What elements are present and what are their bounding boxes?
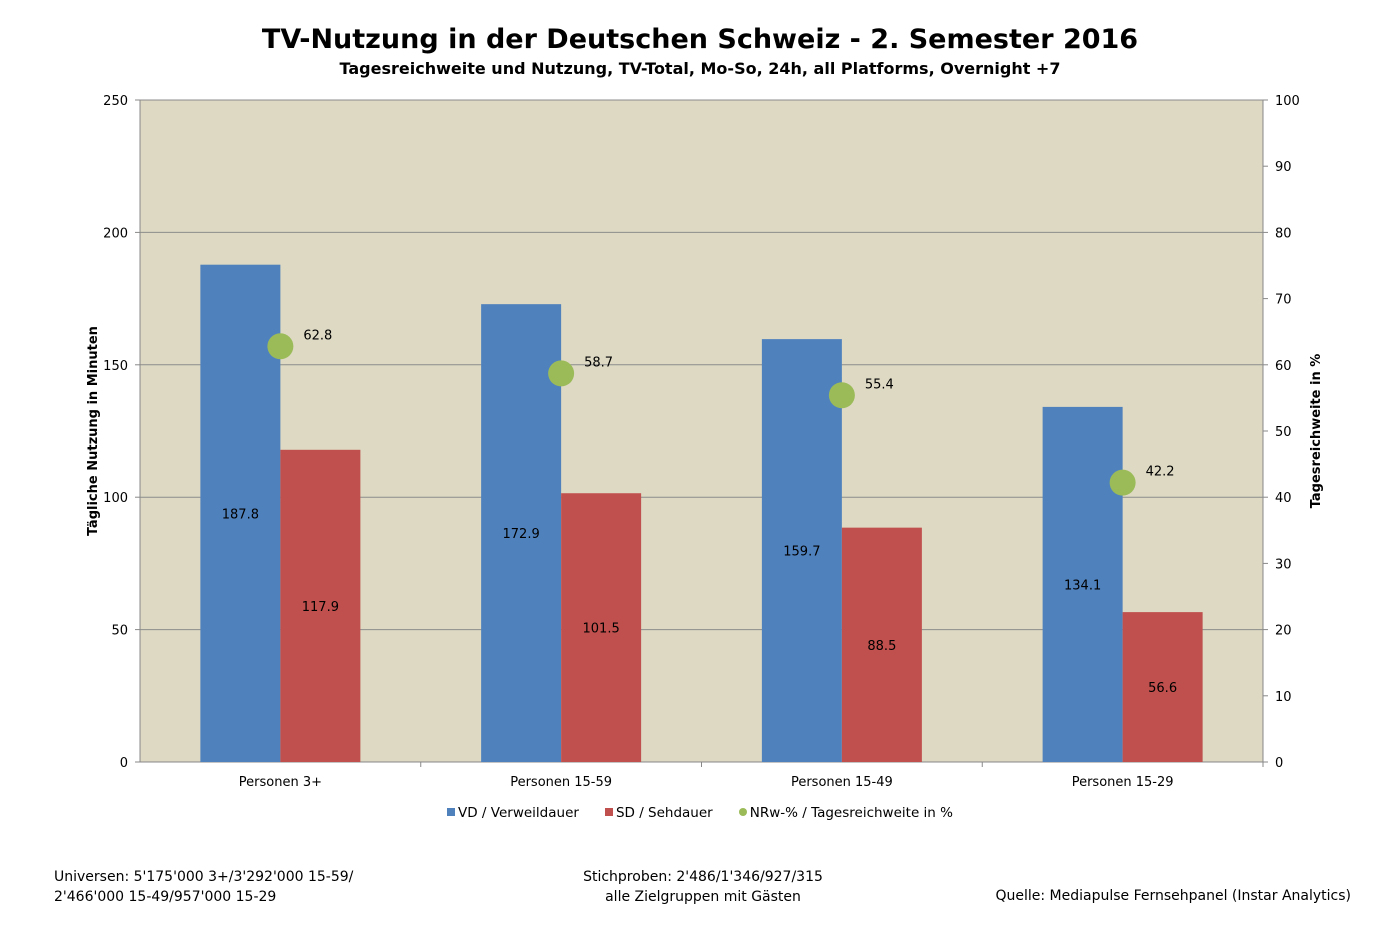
footer-samples: Stichproben: 2'486/1'346/927/315 alle Zi… (553, 867, 853, 907)
bar-sd (1122, 612, 1203, 762)
y2-tick-label: 70 (1275, 293, 1292, 308)
bar-vd (1042, 406, 1123, 762)
point-nrw (1109, 469, 1136, 496)
y-tick-label: 200 (103, 226, 128, 241)
point-nrw (828, 382, 855, 409)
data-label: 55.4 (865, 377, 894, 392)
legend-item-sd: SD / Sehdauer (604, 805, 713, 821)
data-label: 88.5 (867, 639, 896, 654)
samples-line2: alle Zielgruppen mit Gästen (605, 889, 801, 905)
y-tick-label: 250 (103, 94, 128, 109)
data-label: 187.8 (222, 507, 259, 522)
legend-swatch-green (738, 808, 747, 816)
data-label: 101.5 (583, 622, 620, 637)
bar-vd (200, 264, 281, 762)
y2-tick-label: 80 (1275, 226, 1292, 241)
y2-tick-label: 50 (1275, 425, 1292, 440)
footer-source: Quelle: Mediapulse Fernsehpanel (Instar … (995, 888, 1351, 904)
bar-sd (841, 527, 922, 762)
point-nrw (267, 333, 294, 360)
bar-sd (280, 449, 361, 762)
point-nrw (548, 360, 575, 387)
y-tick-label: 50 (111, 624, 128, 639)
y-tick-label: 0 (120, 756, 128, 771)
y-tick-label: 100 (103, 491, 128, 506)
y2-tick-label: 100 (1275, 94, 1300, 109)
legend: VD / Verweildauer SD / Sehdauer NRw-% / … (0, 805, 1400, 821)
legend-swatch-red (604, 808, 613, 816)
x-tick-label: Personen 15-59 (510, 775, 612, 790)
bar-vd (481, 304, 562, 762)
x-tick-label: Personen 15-29 (1072, 775, 1174, 790)
data-label: 172.9 (503, 527, 540, 542)
legend-label: NRw-% / Tagesreichweite in % (749, 805, 953, 821)
data-label: 134.1 (1064, 578, 1101, 593)
data-label: 56.6 (1148, 681, 1177, 696)
y2-tick-label: 60 (1275, 359, 1292, 374)
universes-line1: Universen: 5'175'000 3+/3'292'000 15-59/ (54, 869, 354, 885)
footer-universes: Universen: 5'175'000 3+/3'292'000 15-59/… (54, 867, 353, 907)
y2-tick-label: 90 (1275, 160, 1292, 175)
y2-tick-label: 0 (1275, 756, 1283, 771)
legend-swatch-blue (447, 808, 456, 816)
data-label: 58.7 (584, 355, 613, 370)
data-label: 62.8 (303, 328, 332, 343)
y2-axis-title: Tagesreichweite in % (1309, 354, 1324, 509)
data-label: 117.9 (302, 600, 339, 615)
samples-line1: Stichproben: 2'486/1'346/927/315 (583, 869, 823, 885)
bar-sd (561, 493, 642, 762)
legend-label: VD / Verweildauer (458, 805, 579, 821)
y2-tick-label: 10 (1275, 690, 1292, 705)
data-label: 42.2 (1146, 465, 1175, 480)
y-axis-title: Tägliche Nutzung in Minuten (86, 326, 101, 536)
y2-tick-label: 30 (1275, 557, 1292, 572)
y2-tick-label: 40 (1275, 491, 1292, 506)
x-tick-label: Personen 15-49 (791, 775, 893, 790)
chart-subtitle: Tagesreichweite und Nutzung, TV-Total, M… (339, 59, 1061, 78)
bar-vd (761, 339, 842, 762)
universes-line2: 2'466'000 15-49/957'000 15-29 (54, 889, 277, 905)
legend-item-vd: VD / Verweildauer (447, 805, 579, 821)
chart-title: TV-Nutzung in der Deutschen Schweiz - 2.… (261, 24, 1139, 55)
legend-item-nrw: NRw-% / Tagesreichweite in % (738, 805, 953, 821)
data-label: 159.7 (783, 545, 820, 560)
y2-tick-label: 20 (1275, 624, 1292, 639)
x-tick-label: Personen 3+ (239, 775, 322, 790)
y-tick-label: 150 (103, 359, 128, 374)
legend-label: SD / Sehdauer (615, 805, 713, 821)
